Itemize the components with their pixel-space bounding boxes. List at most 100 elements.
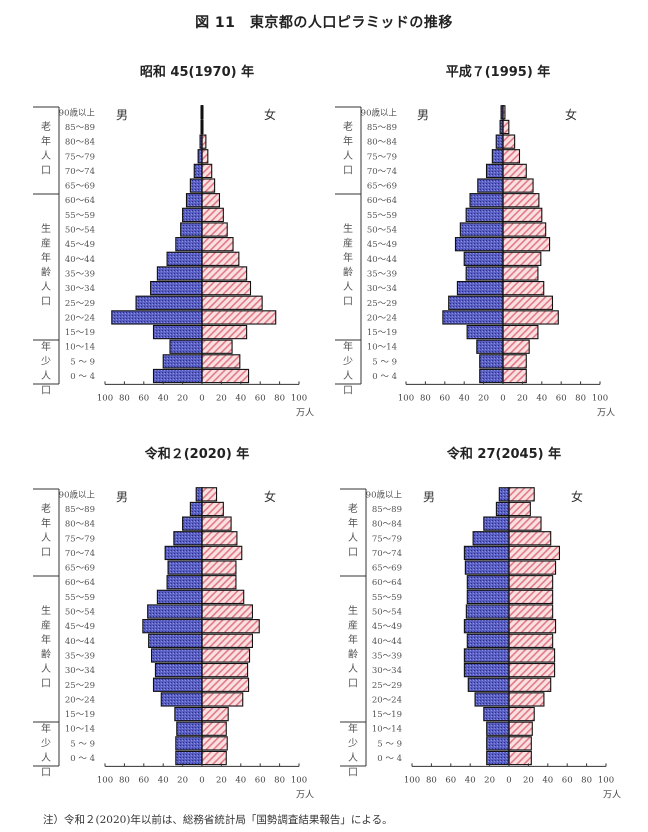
bar-female	[508, 604, 554, 619]
bar-female	[508, 721, 533, 736]
x-tick-label: 80	[426, 775, 437, 785]
age-label: 15～19	[65, 710, 95, 720]
bar-male	[466, 633, 510, 648]
bar-male	[150, 280, 203, 296]
bar-male	[174, 706, 203, 722]
age-label: 55～59	[367, 211, 397, 221]
age-label: 60～64	[65, 196, 95, 206]
bar-female	[502, 207, 543, 223]
bar-female	[201, 163, 213, 179]
bar-female	[201, 604, 253, 619]
bar-female	[201, 516, 232, 531]
bar-female	[508, 692, 545, 707]
bar-female	[502, 266, 539, 281]
bar-male	[151, 648, 203, 663]
age-label: 10～14	[65, 343, 95, 353]
age-label: 35～39	[372, 651, 402, 661]
bar-male	[154, 662, 203, 678]
age-label: 85～89	[372, 505, 402, 515]
bar-male	[175, 736, 203, 751]
bar-female	[201, 633, 253, 648]
legend-female: 女	[264, 489, 276, 504]
bar-male	[148, 633, 203, 648]
x-tick-label: 40	[542, 775, 553, 785]
age-group-label: 生産年齢人口	[41, 222, 51, 308]
bar-male	[442, 310, 504, 325]
age-label: 35～39	[65, 269, 95, 279]
bar-female	[201, 501, 224, 517]
bar-female	[201, 750, 227, 766]
bar-male	[189, 501, 203, 517]
age-label: 60～64	[372, 578, 402, 588]
x-tick-label: 20	[177, 775, 188, 785]
figure-title: 図 11 東京都の人口ピラミッドの推移	[195, 15, 453, 31]
age-label: 0 ～ 4	[70, 754, 95, 764]
bar-male	[476, 339, 504, 354]
bar-male	[495, 501, 510, 517]
bar-female	[201, 222, 228, 237]
age-label: 30～34	[65, 284, 95, 294]
bar-male	[185, 193, 203, 208]
bar-male	[142, 619, 203, 634]
age-label: 80～84	[65, 138, 95, 148]
bar-male	[469, 193, 504, 208]
legend-male: 男	[417, 108, 429, 122]
bar-male	[166, 251, 203, 266]
bar-female	[508, 750, 532, 766]
x-tick-label: 40	[536, 393, 547, 403]
x-tick-label: 40	[459, 393, 470, 403]
age-label: 40～44	[65, 255, 95, 265]
age-label: 65～69	[367, 182, 397, 192]
bar-male	[463, 619, 510, 634]
bar-male	[463, 662, 510, 678]
age-label: 30～34	[65, 666, 95, 676]
x-tick-label: 100	[97, 393, 113, 403]
bar-female	[201, 736, 228, 751]
age-label: 65～69	[372, 564, 402, 574]
bar-female	[508, 487, 535, 502]
bar-male	[448, 295, 504, 310]
bar-male	[182, 207, 203, 223]
bar-male	[466, 324, 504, 340]
bar-male	[167, 560, 203, 575]
bar-male	[464, 560, 510, 575]
x-tick-label: 80	[581, 775, 592, 785]
legend-male: 男	[423, 490, 435, 504]
age-label: 60～64	[65, 578, 95, 588]
x-tick-label: 40	[158, 775, 169, 785]
age-label: 85～89	[367, 123, 397, 133]
x-tick-label: 20	[484, 775, 495, 785]
x-tick-label: 40	[465, 775, 476, 785]
age-label: 25～29	[372, 681, 402, 691]
bar-female	[201, 619, 260, 634]
bar-male	[454, 237, 504, 252]
bar-female	[502, 324, 539, 340]
x-tick-label: 80	[119, 393, 130, 403]
age-label: 15～19	[65, 328, 95, 338]
bar-female	[508, 736, 532, 751]
x-tick-label: 60	[255, 393, 266, 403]
bar-female	[201, 251, 240, 266]
bar-male	[176, 721, 203, 736]
age-label: 90歳以上	[361, 107, 398, 118]
x-tick-label: 80	[274, 775, 285, 785]
bar-male	[467, 677, 510, 692]
bar-male	[463, 648, 510, 663]
age-label: 55～59	[65, 593, 95, 603]
bar-female	[508, 516, 542, 531]
bar-female	[201, 310, 277, 325]
bar-female	[201, 589, 245, 605]
bar-female	[201, 193, 221, 208]
age-group-label: 年少人口	[41, 722, 51, 779]
age-label: 30～34	[367, 284, 397, 294]
age-label: 20～24	[65, 695, 95, 705]
bar-female	[201, 324, 248, 340]
age-group-label: 年少人口	[41, 340, 51, 397]
x-unit-label: 万人	[597, 407, 615, 418]
bar-male	[466, 575, 510, 590]
x-tick-label: 60	[439, 393, 450, 403]
bar-female	[201, 575, 237, 590]
age-group-label: 年少人口	[343, 340, 353, 397]
age-label: 15～19	[372, 710, 402, 720]
bar-female	[502, 149, 521, 164]
